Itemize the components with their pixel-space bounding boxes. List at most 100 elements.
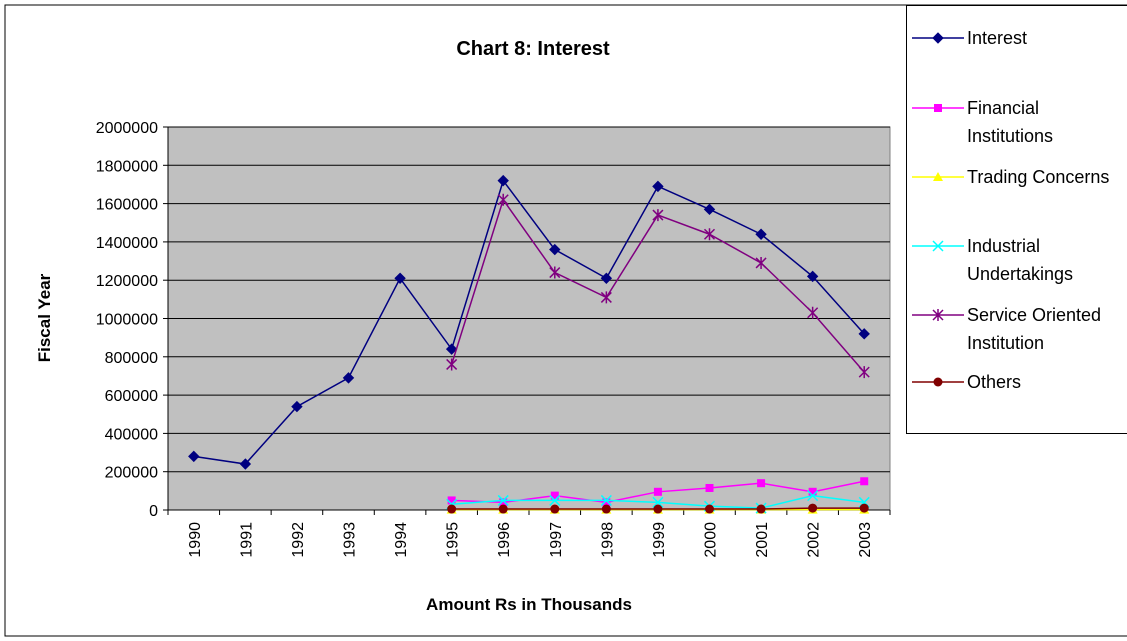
marker — [291, 400, 303, 413]
marker — [601, 504, 611, 514]
x-tick-label: 1994 — [393, 522, 410, 558]
marker — [932, 309, 944, 321]
legend-swatch — [912, 172, 964, 181]
marker — [933, 377, 943, 387]
legend-item: Industrial Undertakings — [912, 232, 1127, 288]
legend-swatch — [912, 32, 964, 44]
marker — [239, 458, 252, 470]
marker — [808, 503, 818, 513]
marker — [549, 243, 561, 256]
legend-item: Financial Institutions — [912, 94, 1127, 150]
marker — [652, 209, 664, 222]
y-tick-label: 0 — [149, 503, 158, 520]
marker — [550, 491, 559, 500]
marker — [497, 193, 509, 206]
marker — [342, 372, 355, 384]
legend-label: Others — [967, 372, 1022, 392]
marker — [934, 104, 942, 112]
marker — [447, 496, 456, 505]
marker — [859, 503, 869, 513]
legend-label: Financial Institutions — [967, 98, 1054, 146]
marker — [705, 504, 714, 514]
x-tick-label: 1997 — [548, 522, 565, 558]
marker — [757, 479, 766, 488]
marker — [703, 228, 716, 241]
marker — [188, 450, 200, 463]
marker — [806, 270, 819, 283]
marker — [756, 504, 766, 514]
series-line — [193, 178, 865, 465]
marker — [549, 494, 561, 506]
y-tick-label: 1400000 — [96, 235, 158, 252]
marker — [499, 498, 508, 507]
marker — [602, 498, 611, 507]
marker — [600, 494, 612, 506]
legend-label: Interest — [967, 28, 1028, 48]
marker — [497, 174, 509, 187]
legend-item: Trading Concerns — [912, 163, 1127, 191]
y-tick-label: 400000 — [105, 426, 158, 443]
legend-label: Service Oriented Institution — [967, 305, 1102, 353]
marker — [600, 291, 612, 304]
y-tick-label: 200000 — [105, 465, 158, 482]
legend-item: Others — [912, 368, 1127, 396]
y-tick-label: 1800000 — [96, 158, 158, 175]
y-tick-label: 600000 — [105, 388, 158, 405]
y-tick-label: 800000 — [105, 350, 158, 367]
marker — [933, 172, 943, 181]
marker — [445, 343, 458, 355]
x-tick-label: 1990 — [187, 522, 204, 558]
chart-title: Chart 8: Interest — [456, 38, 610, 60]
marker — [755, 256, 767, 269]
marker — [549, 266, 561, 279]
x-axis-label: Amount Rs in Thousands — [426, 595, 632, 614]
legend-swatch — [912, 309, 964, 321]
marker — [807, 490, 819, 502]
marker — [653, 504, 663, 514]
marker — [653, 487, 662, 496]
marker — [498, 504, 508, 514]
marker — [932, 240, 944, 252]
marker — [858, 328, 870, 340]
legend-swatch — [912, 240, 964, 252]
x-tick-label: 1991 — [238, 522, 255, 558]
marker — [652, 496, 664, 508]
x-tick-label: 1993 — [342, 522, 359, 558]
marker — [497, 494, 509, 506]
legend-item: Service Oriented Institution — [912, 301, 1127, 357]
marker — [860, 477, 869, 486]
marker — [550, 504, 560, 514]
x-tick-label: 2000 — [703, 522, 720, 558]
marker — [703, 203, 716, 216]
y-axis-label: Fiscal Year — [35, 273, 54, 362]
y-tick-label: 1600000 — [96, 197, 158, 214]
marker — [755, 228, 767, 240]
legend-swatch — [912, 377, 964, 387]
y-tick-label: 1000000 — [96, 312, 158, 329]
x-tick-label: 2003 — [857, 522, 874, 558]
x-tick-label: 1992 — [290, 522, 307, 558]
marker — [447, 504, 457, 514]
marker — [652, 180, 664, 193]
legend-label: Industrial Undertakings — [967, 236, 1074, 284]
x-tick-label: 1998 — [599, 522, 616, 558]
legend: Interest Financial Institutions Trading Co… — [906, 5, 1127, 434]
marker — [446, 358, 458, 371]
legend-label: Trading Concerns — [967, 167, 1110, 187]
x-tick-label: 2002 — [806, 522, 823, 558]
x-tick-label: 1995 — [445, 522, 462, 558]
x-tick-label: 1999 — [651, 522, 668, 558]
y-tick-label: 2000000 — [96, 120, 158, 137]
x-tick-label: 1996 — [496, 522, 513, 558]
y-tick-label: 1200000 — [96, 273, 158, 290]
marker — [858, 366, 870, 379]
marker — [932, 32, 944, 44]
legend-swatch — [912, 104, 964, 112]
marker — [600, 272, 613, 284]
marker — [705, 483, 714, 492]
x-tick-label: 2001 — [754, 522, 771, 558]
legend-item: Interest — [912, 24, 1127, 52]
marker — [808, 487, 817, 496]
marker — [807, 306, 819, 319]
